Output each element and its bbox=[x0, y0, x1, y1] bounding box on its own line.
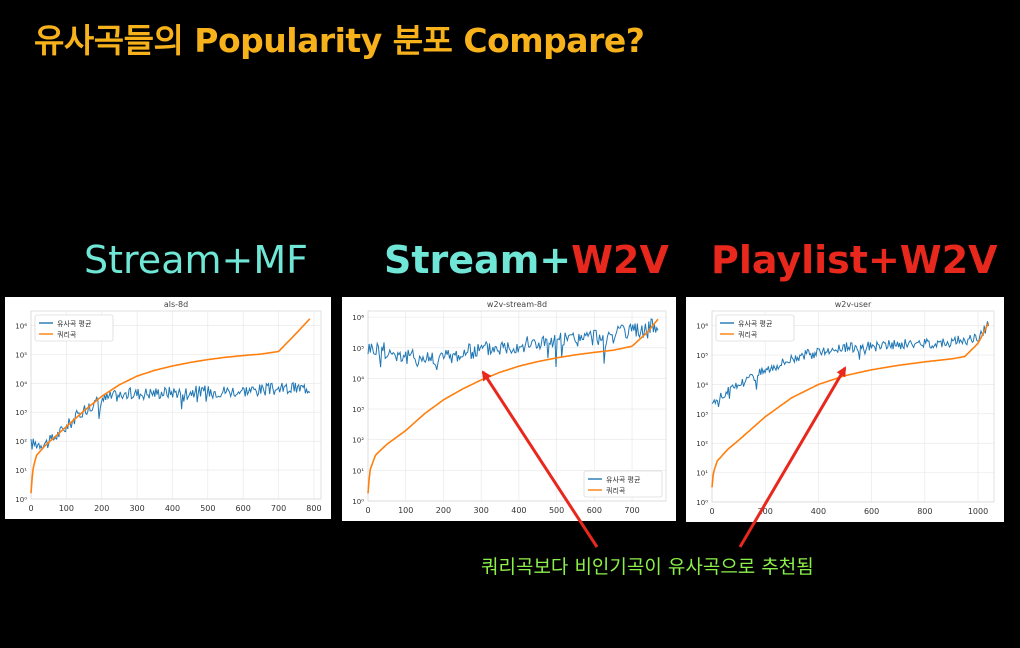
x-tick-label: 100 bbox=[59, 504, 74, 513]
y-tick-label: 10³ bbox=[352, 406, 364, 414]
y-tick-label: 10² bbox=[696, 440, 708, 448]
legend-label: 쿼리곡 bbox=[606, 486, 626, 495]
x-tick-label: 100 bbox=[398, 506, 413, 515]
series-query-line bbox=[711, 322, 990, 488]
arrow-to-playlist-w2v bbox=[738, 366, 847, 548]
x-tick-label: 300 bbox=[474, 506, 489, 515]
chart-panel-w2v-stream: w2v-stream-8d 0 100 200 300 400 500 600 700 10⁰ 10… bbox=[342, 297, 676, 521]
x-tick-label: 300 bbox=[129, 504, 144, 513]
legend-box bbox=[715, 314, 795, 342]
x-tick-label: 0 bbox=[28, 504, 33, 513]
legend-label: 유사곡 평균 bbox=[738, 319, 773, 328]
y-tick-label: 10⁵ bbox=[352, 345, 364, 353]
y-tick-label: 10¹ bbox=[352, 467, 364, 475]
x-tick-label: 200 bbox=[436, 506, 451, 515]
label-stream-w2v-part2: W2V bbox=[571, 238, 669, 282]
y-tick-label: 10⁴ bbox=[15, 380, 27, 388]
x-tick-label: 800 bbox=[917, 507, 932, 516]
y-tick-label: 10⁴ bbox=[352, 375, 364, 383]
plot-frame bbox=[367, 310, 667, 502]
chart-title: w2v-user bbox=[835, 300, 872, 309]
y-tick-label: 10⁵ bbox=[696, 352, 708, 360]
y-tick-label: 10⁶ bbox=[15, 322, 27, 330]
series-query-line bbox=[367, 318, 659, 494]
legend-label: 쿼리곡 bbox=[738, 330, 758, 339]
label-stream-w2v-part1: Stream+ bbox=[384, 238, 572, 282]
arrow-to-stream-w2v bbox=[481, 370, 599, 548]
legend-box bbox=[583, 470, 663, 498]
chart-w2v-stream-8d: w2v-stream-8d 0 100 200 300 400 500 600 700 10⁰ 10… bbox=[352, 300, 667, 515]
x-tick-label: 200 bbox=[94, 504, 109, 513]
y-tick-label: 10⁰ bbox=[352, 498, 364, 506]
chart-als-8d: als-8d 0 100 200 300 400 500 600 700 800 10⁰ 10¹ 10²… bbox=[15, 300, 322, 513]
x-tick-label: 400 bbox=[165, 504, 180, 513]
x-tick-label: 0 bbox=[365, 506, 370, 515]
x-tick-label: 200 bbox=[758, 507, 773, 516]
y-tick-label: 10² bbox=[352, 437, 364, 445]
y-tick-label: 10⁴ bbox=[696, 381, 708, 389]
x-tick-label: 0 bbox=[709, 507, 714, 516]
series-similar-line bbox=[711, 321, 990, 407]
series-similar-line bbox=[367, 318, 659, 371]
x-tick-label: 1000 bbox=[968, 507, 988, 516]
y-tick-label: 10⁰ bbox=[15, 496, 27, 504]
series-query-line bbox=[30, 318, 311, 494]
y-tick-label: 10³ bbox=[15, 409, 27, 417]
x-tick-label: 400 bbox=[811, 507, 826, 516]
chart-panel-w2v-user: w2v-user 0 200 400 600 800 1000 10⁰ 10¹ 10² 10³ 10⁴… bbox=[686, 297, 1004, 522]
x-tick-label: 500 bbox=[200, 504, 215, 513]
x-tick-label: 400 bbox=[511, 506, 526, 515]
x-tick-label: 700 bbox=[271, 504, 286, 513]
y-tick-label: 10¹ bbox=[696, 470, 708, 478]
y-tick-label: 10⁶ bbox=[696, 323, 708, 331]
chart-title: w2v-stream-8d bbox=[487, 300, 547, 309]
x-tick-label: 600 bbox=[587, 506, 602, 515]
legend-label: 쿼리곡 bbox=[57, 330, 77, 339]
y-tick-label: 10⁰ bbox=[696, 499, 708, 507]
x-tick-label: 700 bbox=[624, 506, 639, 515]
y-tick-label: 10¹ bbox=[15, 467, 27, 475]
legend-label: 유사곡 평균 bbox=[606, 475, 641, 484]
label-stream-w2v: Stream+W2V bbox=[384, 238, 669, 282]
y-tick-label: 10³ bbox=[696, 411, 708, 419]
series-similar-line bbox=[30, 381, 311, 451]
y-tick-label: 10⁶ bbox=[352, 314, 364, 322]
legend-box bbox=[34, 314, 114, 342]
x-tick-label: 500 bbox=[549, 506, 564, 515]
label-playlist-w2v: Playlist+W2V bbox=[711, 238, 998, 282]
y-tick-label: 10² bbox=[15, 438, 27, 446]
chart-panel-als: als-8d 0 100 200 300 400 500 600 700 800 10⁰ 10¹ 10²… bbox=[5, 297, 331, 519]
slide-title: 유사곡들의 Popularity 분포 Compare? bbox=[34, 21, 645, 60]
annotation-note: 쿼리곡보다 비인기곡이 유사곡으로 추천됨 bbox=[481, 556, 814, 578]
x-tick-label: 600 bbox=[236, 504, 251, 513]
plot-frame bbox=[30, 310, 322, 500]
plot-frame bbox=[711, 310, 995, 503]
legend-label: 유사곡 평균 bbox=[57, 319, 92, 328]
y-tick-label: 10⁵ bbox=[15, 351, 27, 359]
x-tick-label: 800 bbox=[306, 504, 321, 513]
label-stream-mf: Stream+MF bbox=[84, 238, 308, 282]
x-tick-label: 600 bbox=[864, 507, 879, 516]
chart-title: als-8d bbox=[164, 300, 188, 309]
chart-w2v-user: w2v-user 0 200 400 600 800 1000 10⁰ 10¹ 10² 10³ 10⁴… bbox=[696, 300, 995, 516]
